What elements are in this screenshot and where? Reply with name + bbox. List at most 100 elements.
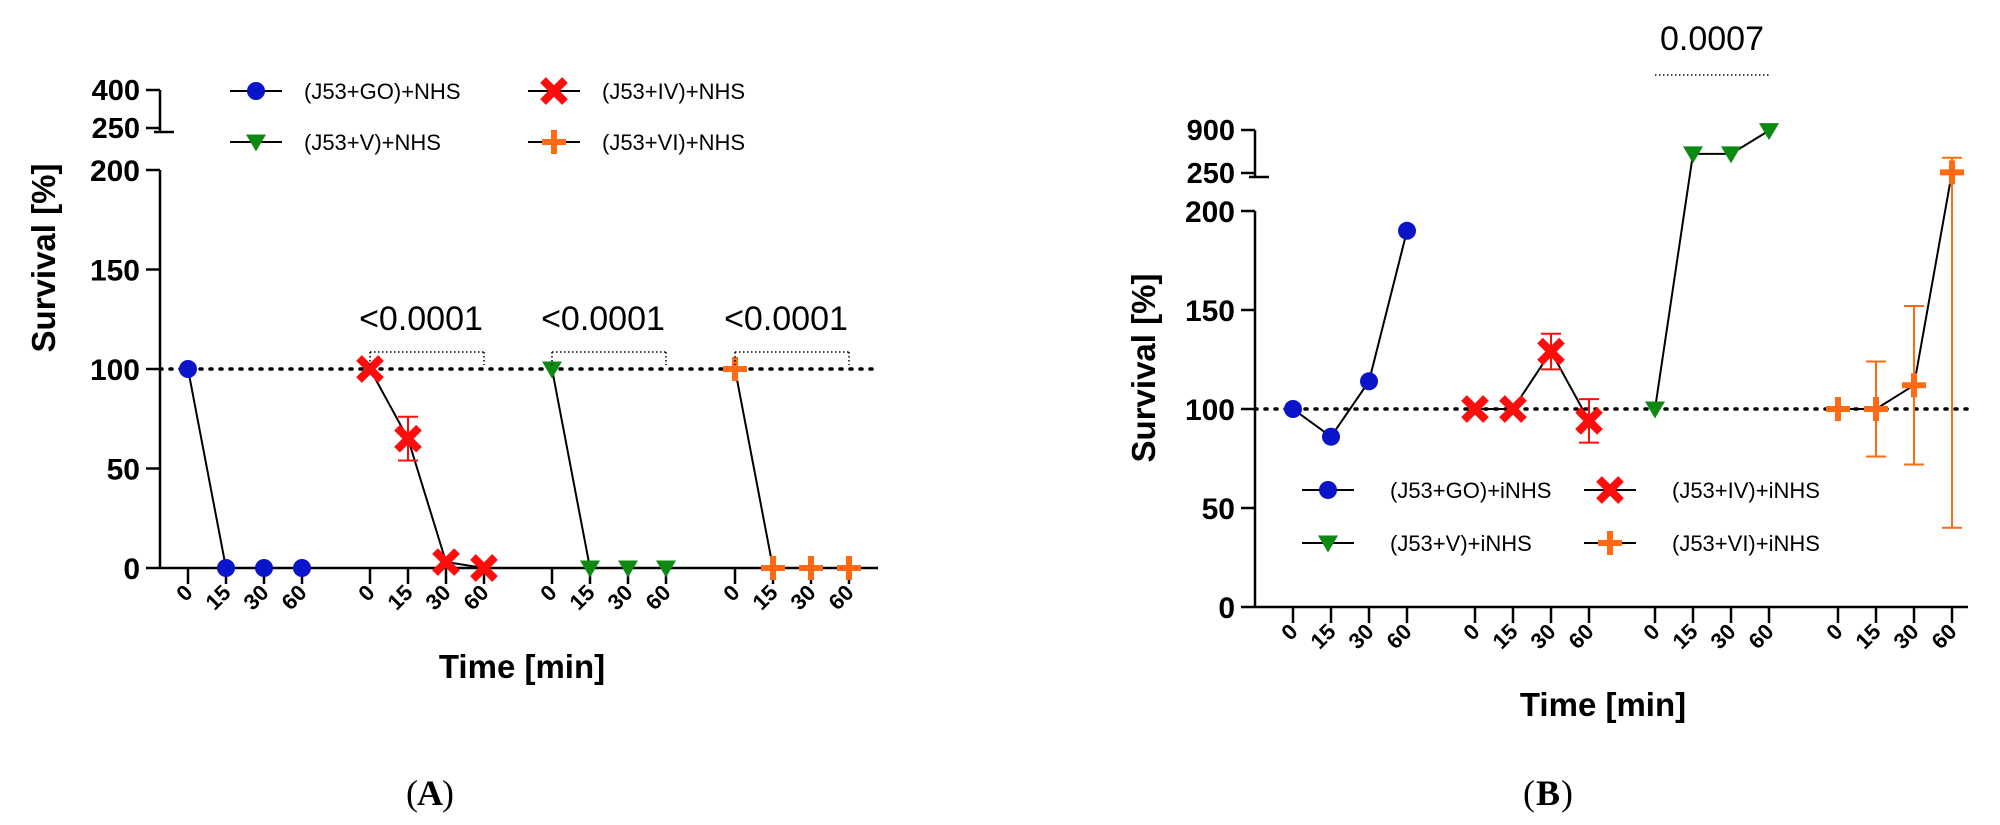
- data-point-0-1: [1322, 427, 1340, 446]
- panel-a-markers: [179, 355, 861, 582]
- y-tick-label: 100: [90, 354, 140, 387]
- p-value-label: 0.0007: [1660, 20, 1764, 58]
- data-point-3-3: [837, 556, 861, 580]
- data-point-0-0: [1284, 400, 1302, 418]
- data-point-0-1: [217, 559, 235, 577]
- data-point-3-3: [1940, 160, 1964, 185]
- data-point-2-3: [1759, 123, 1779, 141]
- series-line-2: [551, 368, 666, 569]
- legend-marker-stroke-2: [540, 77, 568, 105]
- legend-item: (J53+IV)+iNHS: [1584, 476, 1820, 504]
- panel-b-close-paren: ): [1561, 773, 1573, 813]
- data-point-1-3: [470, 554, 498, 582]
- x-tick-label: 60: [1382, 619, 1417, 654]
- data-point-1-3: [1575, 407, 1603, 435]
- legend-item: (J53+V)+iNHS: [1302, 531, 1532, 556]
- x-tick-label: 15: [383, 580, 418, 615]
- legend-label: (J53+VI)+iNHS: [1672, 531, 1820, 556]
- legend-marker: [1319, 481, 1337, 499]
- series-line-0: [187, 368, 302, 569]
- x-tick-label: 15: [748, 580, 783, 615]
- data-point-0-2: [1360, 372, 1378, 391]
- data-point-1-0: [356, 355, 384, 383]
- x-tick-label: 60: [1927, 619, 1962, 654]
- data-point-2-0: [542, 361, 562, 379]
- legend-label: (J53+V)+iNHS: [1390, 531, 1532, 556]
- legend-item: (J53+VI)+iNHS: [1584, 531, 1820, 556]
- data-point-1-0: [1461, 395, 1489, 423]
- legend-marker-stroke-2: [1596, 476, 1624, 504]
- panel-a-open-paren: (: [406, 773, 418, 813]
- legend-label: (J53+VI)+NHS: [602, 130, 745, 155]
- y-tick-label: 150: [1185, 295, 1235, 328]
- panel-b-error-bars: [1541, 156, 1962, 529]
- x-tick-label: 15: [565, 580, 600, 615]
- legend-marker: [247, 82, 265, 100]
- x-tick-label: 0: [353, 580, 379, 606]
- x-tick-label: 0: [171, 580, 197, 606]
- x-tick-label: 0: [718, 580, 744, 606]
- data-point-1-1: [394, 424, 422, 453]
- data-point-2-2: [1721, 146, 1741, 164]
- data-point-0-0: [179, 360, 197, 378]
- panel-b-legend: (J53+GO)+iNHS (J53+IV)+iNHS (J53+V)+iNHS (J…: [1302, 476, 1820, 556]
- series-line-0: [1292, 230, 1408, 439]
- data-point-3-2: [799, 556, 823, 580]
- data-point-0-3: [1398, 221, 1416, 240]
- data-point-3-0: [1826, 397, 1850, 421]
- data-point-1-0-stroke-2: [356, 355, 384, 383]
- y-tick-label: 200: [90, 155, 140, 188]
- x-tick-label: 15: [201, 580, 236, 615]
- panel-b-significance-brackets: 0.0007: [1655, 20, 1769, 76]
- panel-a-close-paren: ): [442, 773, 454, 813]
- x-tick-label: 0: [535, 580, 561, 606]
- p-value-label: <0.0001: [359, 300, 483, 338]
- x-tick-label: 60: [1564, 619, 1599, 654]
- y-tick-label: 50: [107, 454, 140, 487]
- x-tick-label: 15: [1306, 619, 1341, 654]
- y-tick-label-upper: 900: [1187, 115, 1235, 147]
- x-tick-label: 30: [1889, 619, 1924, 654]
- x-tick-label: 0: [1276, 619, 1302, 645]
- series-line-3: [734, 368, 849, 569]
- panel-a-legend: (J53+GO)+NHS (J53+IV)+NHS (J53+V)+NHS (J53+…: [230, 77, 745, 155]
- x-tick-label: 60: [641, 580, 676, 615]
- x-tick-label: 30: [1526, 619, 1561, 654]
- panel-b-y-axis-title: Survival [%]: [1125, 274, 1162, 463]
- x-tick-label: 0: [1458, 619, 1484, 645]
- data-point-1-3-stroke-2: [470, 554, 498, 582]
- legend-item: (J53+V)+NHS: [230, 130, 441, 155]
- legend-item: (J53+VI)+NHS: [528, 130, 745, 155]
- panel-a-label: ( A ): [406, 773, 454, 813]
- data-point-0-3: [293, 559, 311, 577]
- panel-b-markers: [1284, 123, 1964, 446]
- data-point-2-1: [1683, 146, 1703, 164]
- panel-a-x-axis-title: Time [min]: [439, 648, 605, 685]
- panel-b-series-lines: [1292, 129, 1953, 439]
- y-tick-label-upper: 400: [92, 75, 140, 107]
- x-tick-label: 60: [277, 580, 312, 615]
- x-tick-label: 60: [459, 580, 494, 615]
- x-tick-label: 60: [1744, 619, 1779, 654]
- x-tick-label: 0: [1821, 619, 1847, 645]
- legend-marker: [540, 77, 568, 105]
- y-tick-label: 100: [1185, 394, 1235, 427]
- p-value-label: <0.0001: [541, 300, 665, 338]
- x-tick-label: 30: [239, 580, 274, 615]
- y-tick-label: 0: [1218, 592, 1235, 625]
- series-line-2: [1654, 129, 1770, 410]
- y-tick-label-upper: 250: [92, 113, 140, 145]
- y-tick-label: 50: [1202, 493, 1235, 526]
- legend-marker: [1596, 476, 1624, 504]
- x-tick-label: 30: [1706, 619, 1741, 654]
- x-tick-label: 15: [1488, 619, 1523, 654]
- x-tick-label: 30: [786, 580, 821, 615]
- legend-item: (J53+GO)+NHS: [230, 79, 461, 104]
- data-point-1-3-stroke-2: [1575, 407, 1603, 435]
- series-line-3: [1838, 172, 1953, 410]
- y-tick-label: 150: [90, 255, 140, 288]
